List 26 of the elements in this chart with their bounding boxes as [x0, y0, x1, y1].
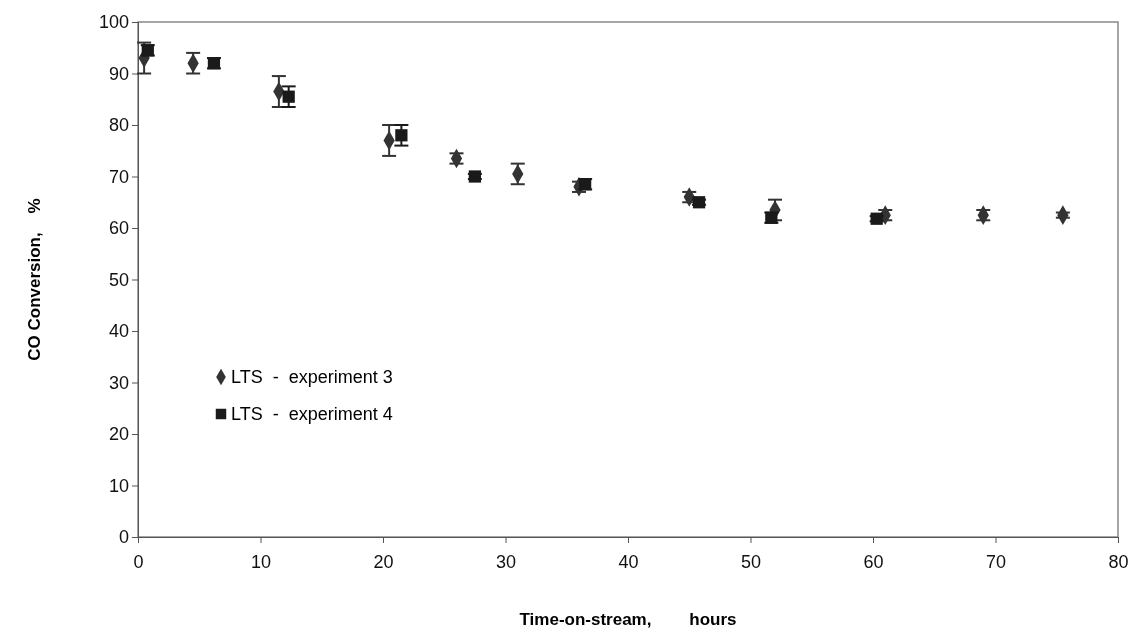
y-tick-label: 100 — [98, 12, 129, 33]
x-tick-label: 10 — [250, 551, 272, 572]
x-tick-label: 80 — [1108, 551, 1129, 572]
x-tick-label: 20 — [373, 551, 394, 572]
x-tick-label: 40 — [618, 551, 639, 572]
x-tick-label: 60 — [863, 551, 884, 572]
y-tick-label: 90 — [108, 63, 129, 84]
legend-label: LTS - experiment 3 — [231, 367, 393, 387]
point — [395, 129, 408, 142]
y-tick-label: 0 — [118, 527, 129, 548]
y-tick-label: 50 — [108, 269, 129, 290]
y-tick-label: 10 — [108, 475, 129, 496]
x-tick-label: 0 — [133, 551, 144, 572]
point — [282, 90, 295, 103]
x-tick-label: 50 — [740, 551, 762, 572]
y-axis-title: CO Conversion, % — [25, 198, 44, 361]
y-tick-label: 80 — [108, 115, 129, 136]
legend-label: LTS - experiment 4 — [231, 404, 393, 424]
x-axis-title: Time-on-stream, hours — [519, 610, 737, 629]
y-tick-label: 20 — [108, 424, 129, 445]
x-tick-label: 70 — [985, 551, 1007, 572]
x-tick-label: 30 — [495, 551, 517, 572]
y-tick-label: 60 — [108, 218, 129, 239]
y-tick-label: 40 — [108, 321, 129, 342]
y-tick-label: 30 — [108, 372, 129, 393]
y-tick-label: 70 — [108, 166, 129, 187]
